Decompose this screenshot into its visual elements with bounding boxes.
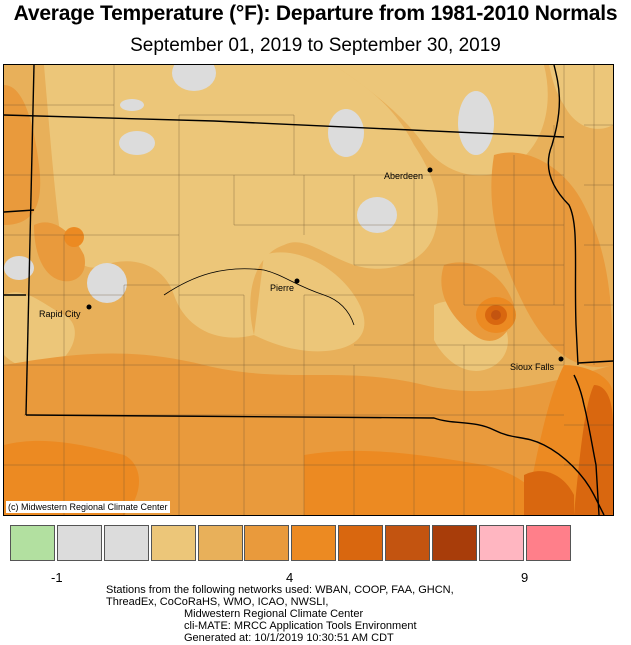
legend-tick-label: 4 (286, 570, 294, 585)
legend-tick-label: -1 (51, 570, 63, 585)
missouri-river (163, 268, 355, 326)
footer-line: cli-MATE: MRCC Application Tools Environ… (184, 620, 417, 632)
city-markers: Aberdeen Pierre Rapid City Sioux Falls (39, 167, 564, 372)
footer-line: ThreadEx, CoCoRaHS, WMO, ICAO, NWSLI, (106, 596, 329, 608)
city-label-pierre: Pierre (270, 283, 294, 293)
aberdeen-dot (427, 167, 433, 173)
legend-swatch (432, 525, 478, 561)
color-legend (10, 525, 573, 561)
legend-swatch (338, 525, 384, 561)
map-title: Average Temperature (°F): Departure from… (13, 2, 618, 25)
footer-line: Generated at: 10/1/2019 10:30:51 AM CDT (184, 632, 394, 644)
map-canvas: Aberdeen Pierre Rapid City Sioux Falls (4, 65, 613, 515)
legend-swatch (150, 525, 196, 561)
legend-tick-label: 9 (521, 570, 529, 585)
darkest-orange-spot (491, 310, 501, 320)
legend-swatch (244, 525, 290, 561)
legend-swatch (385, 525, 431, 561)
copyright-notice: (c) Midwestern Regional Climate Center (6, 501, 170, 513)
legend-swatch (197, 525, 243, 561)
city-label-rapid-city: Rapid City (39, 309, 81, 319)
map-subtitle: September 01, 2019 to September 30, 2019 (130, 35, 501, 56)
footer-line: Stations from the following networks use… (106, 584, 454, 596)
city-label-sioux-falls: Sioux Falls (510, 362, 555, 372)
footer-line: Midwestern Regional Climate Center (184, 608, 364, 620)
rapid-city-dot (86, 304, 92, 310)
legend-swatch (291, 525, 337, 561)
legend-swatch (56, 525, 102, 561)
legend-swatch (10, 525, 55, 561)
gray-patches (4, 65, 494, 390)
state-borders (4, 65, 613, 515)
city-label-aberdeen: Aberdeen (384, 171, 423, 181)
pierre-dot (294, 278, 300, 284)
legend-swatch (103, 525, 149, 561)
legend-swatch (525, 525, 571, 561)
temperature-departure-map: Aberdeen Pierre Rapid City Sioux Falls (… (3, 64, 614, 516)
legend-swatch (478, 525, 524, 561)
county-lines (4, 65, 613, 515)
sioux-falls-dot (558, 356, 564, 362)
